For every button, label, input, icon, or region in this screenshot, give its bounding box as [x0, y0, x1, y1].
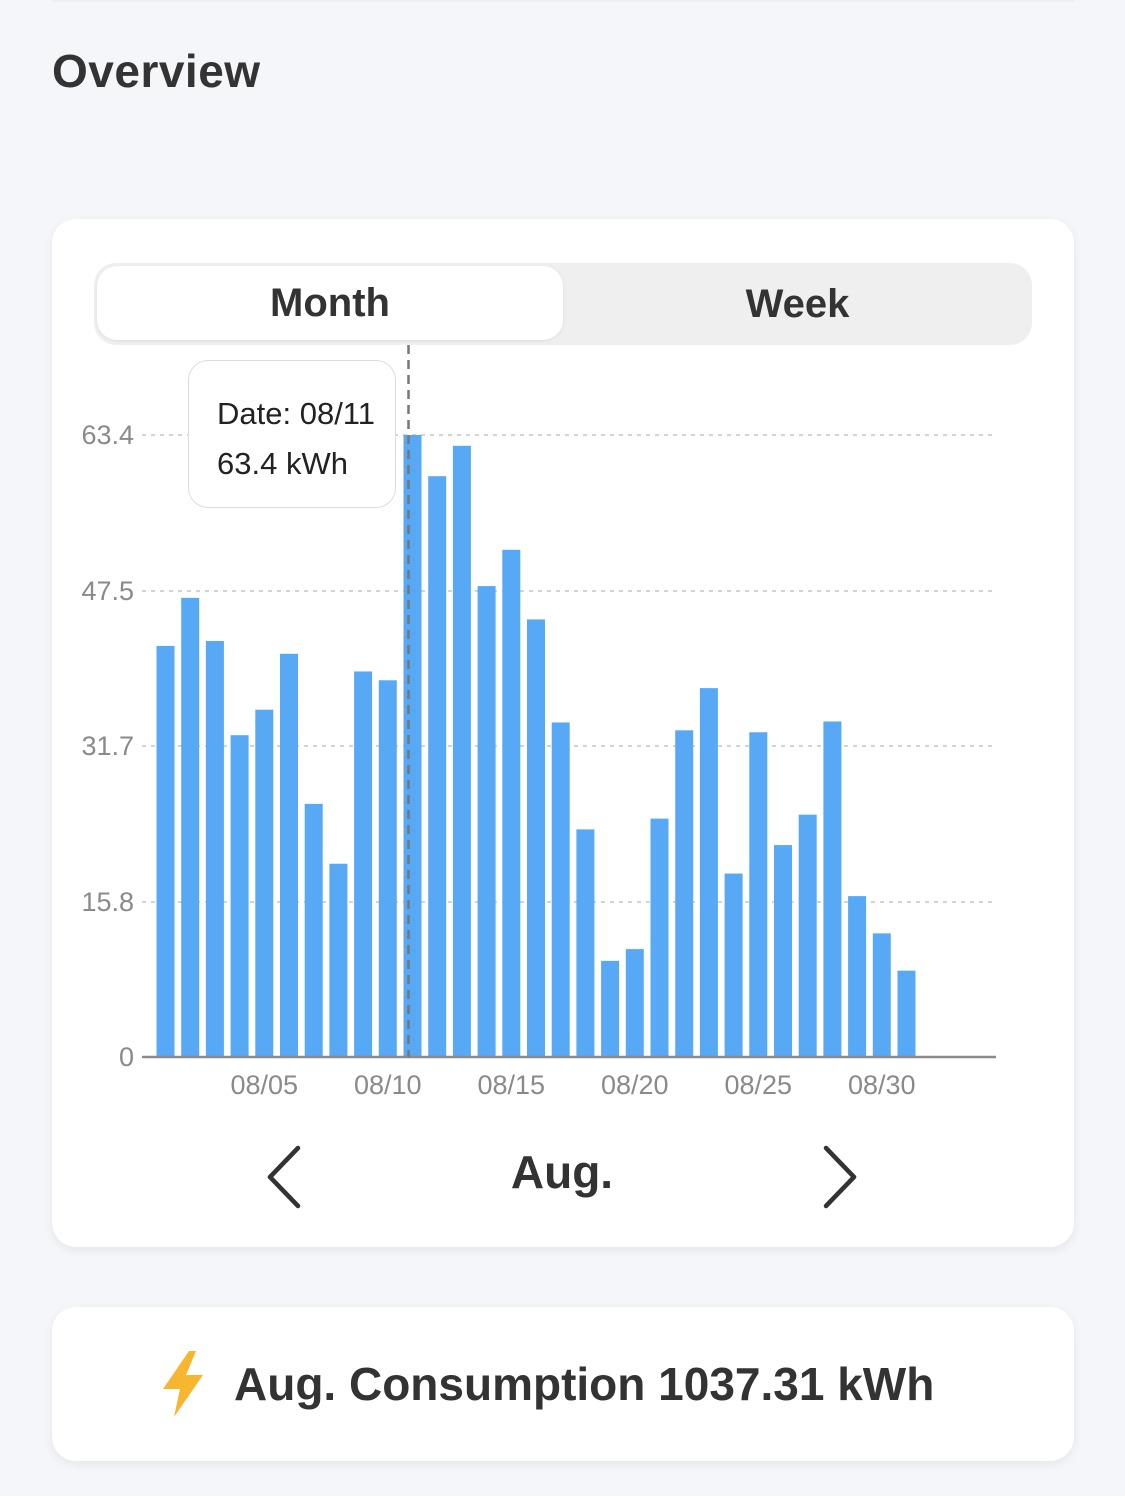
tooltip-value: 63.4 kWh: [217, 446, 348, 481]
x-tick-label: 08/15: [478, 1070, 546, 1100]
y-tick-label: 47.5: [81, 576, 134, 606]
bar[interactable]: [625, 949, 644, 1057]
monthly-consumption-summary: Aug. Consumption 1037.31 kWh: [52, 1307, 1074, 1461]
tab-week[interactable]: Week: [745, 281, 850, 326]
bar[interactable]: [897, 970, 916, 1057]
bar[interactable]: [428, 476, 447, 1057]
bar[interactable]: [576, 829, 595, 1057]
bar[interactable]: [205, 641, 224, 1057]
y-tick-label: 31.7: [81, 731, 134, 761]
tab-month[interactable]: Month: [97, 266, 563, 340]
chevron-right-icon: [823, 1145, 857, 1209]
bar[interactable]: [848, 896, 867, 1057]
bar[interactable]: [230, 735, 249, 1057]
bar[interactable]: [502, 549, 521, 1057]
bar[interactable]: [724, 873, 743, 1057]
consumption-chart-card: Month Week 0 15.8 31.7 47.5 63.4 08/05 08/10 08…: [52, 219, 1074, 1247]
bar[interactable]: [798, 814, 817, 1057]
bar[interactable]: [280, 653, 298, 1057]
y-tick-label: 15.8: [81, 887, 134, 917]
bar[interactable]: [477, 586, 496, 1057]
top-divider: [52, 0, 1074, 2]
bar[interactable]: [329, 863, 348, 1057]
next-month-button[interactable]: [804, 1137, 874, 1217]
bar[interactable]: [255, 709, 274, 1057]
bar[interactable]: [378, 680, 397, 1057]
chevron-left-icon: [267, 1145, 301, 1209]
bar[interactable]: [749, 732, 768, 1057]
bar[interactable]: [304, 803, 323, 1057]
bar[interactable]: [823, 721, 842, 1057]
previous-month-button[interactable]: [250, 1137, 320, 1217]
consumption-summary-text: Aug. Consumption 1037.31 kWh: [234, 1358, 935, 1410]
x-tick-label: 08/30: [848, 1070, 916, 1100]
bar[interactable]: [650, 818, 669, 1057]
bar[interactable]: [403, 435, 422, 1057]
bar[interactable]: [551, 722, 570, 1057]
period-segmented-control: Month Week: [94, 263, 1032, 345]
bar[interactable]: [527, 619, 545, 1057]
bar[interactable]: [181, 597, 200, 1057]
page-title: Overview: [52, 45, 261, 97]
month-label: Aug.: [510, 1146, 614, 1198]
bar[interactable]: [872, 933, 891, 1057]
x-tick-label: 08/10: [354, 1070, 422, 1100]
bar[interactable]: [452, 445, 471, 1057]
tooltip-date: Date: 08/11: [217, 396, 375, 431]
y-tick-label: 0: [119, 1042, 134, 1072]
chart-tooltip: Date: 08/11 63.4 kWh: [188, 360, 396, 508]
x-tick-label: 08/05: [231, 1070, 299, 1100]
lightning-bolt-icon: [163, 1351, 203, 1417]
bar[interactable]: [675, 730, 694, 1057]
x-tick-label: 08/25: [725, 1070, 793, 1100]
x-tick-label: 08/20: [601, 1070, 669, 1100]
bar[interactable]: [354, 671, 373, 1057]
bar[interactable]: [156, 645, 175, 1057]
bar[interactable]: [601, 960, 620, 1057]
y-tick-label: 63.4: [81, 420, 134, 450]
bar[interactable]: [774, 845, 792, 1057]
bar[interactable]: [699, 688, 718, 1057]
daily-consumption-bar-chart[interactable]: 0 15.8 31.7 47.5 63.4 08/05 08/10 08/15 08/20 08/…: [52, 219, 1074, 1119]
